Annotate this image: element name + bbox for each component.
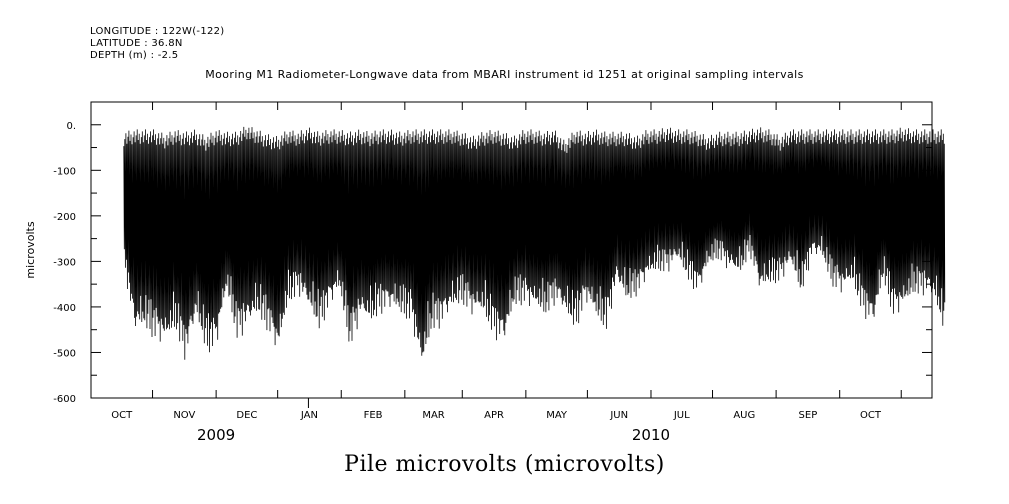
x-month-label: AUG <box>733 410 755 421</box>
x-year-label: 2009 <box>197 426 235 444</box>
data-series <box>123 126 946 360</box>
x-month-label: APR <box>484 410 504 421</box>
x-month-label: FEB <box>364 410 383 421</box>
x-axis-title: Pile microvolts (microvolts) <box>344 452 665 477</box>
x-month-label: NOV <box>173 410 195 421</box>
y-tick-label: -200 <box>53 212 76 223</box>
y-tick-label: -600 <box>53 394 76 405</box>
y-tick-label: -500 <box>53 348 76 359</box>
y-axis-title: microvolts <box>24 221 37 278</box>
axes <box>90 101 933 408</box>
chart-title: Mooring M1 Radiometer-Longwave data from… <box>205 68 804 81</box>
x-month-label: DEC <box>236 410 257 421</box>
plot-frame <box>90 101 933 399</box>
x-month-label: JUN <box>609 410 628 421</box>
x-year-label: 2010 <box>632 426 670 444</box>
x-month-label: OCT <box>111 410 133 421</box>
x-month-label: OCT <box>860 410 882 421</box>
x-month-label: MAY <box>546 410 568 421</box>
series-line-pile-microvolts <box>123 126 946 360</box>
x-month-label: JAN <box>300 410 318 421</box>
chart-svg: 0. -100 -200 -300 -400 -500 -600 microvolts OCT N… <box>24 101 946 444</box>
y-tick-label: -400 <box>53 303 76 314</box>
y-tick-label: -100 <box>53 166 76 177</box>
x-month-label: MAR <box>422 410 444 421</box>
x-month-label: JUL <box>673 410 690 421</box>
y-tick-label: -300 <box>53 257 76 268</box>
tick-labels: 0. -100 -200 -300 -400 -500 -600 microvolts OCT N… <box>24 121 882 444</box>
longitude-label: LONGITUDE : 122W(-122) <box>90 26 225 37</box>
depth-label: DEPTH (m) : -2.5 <box>90 50 179 61</box>
x-month-label: SEP <box>799 410 818 421</box>
y-tick-label: 0. <box>66 121 76 132</box>
latitude-label: LATITUDE : 36.8N <box>90 38 183 49</box>
